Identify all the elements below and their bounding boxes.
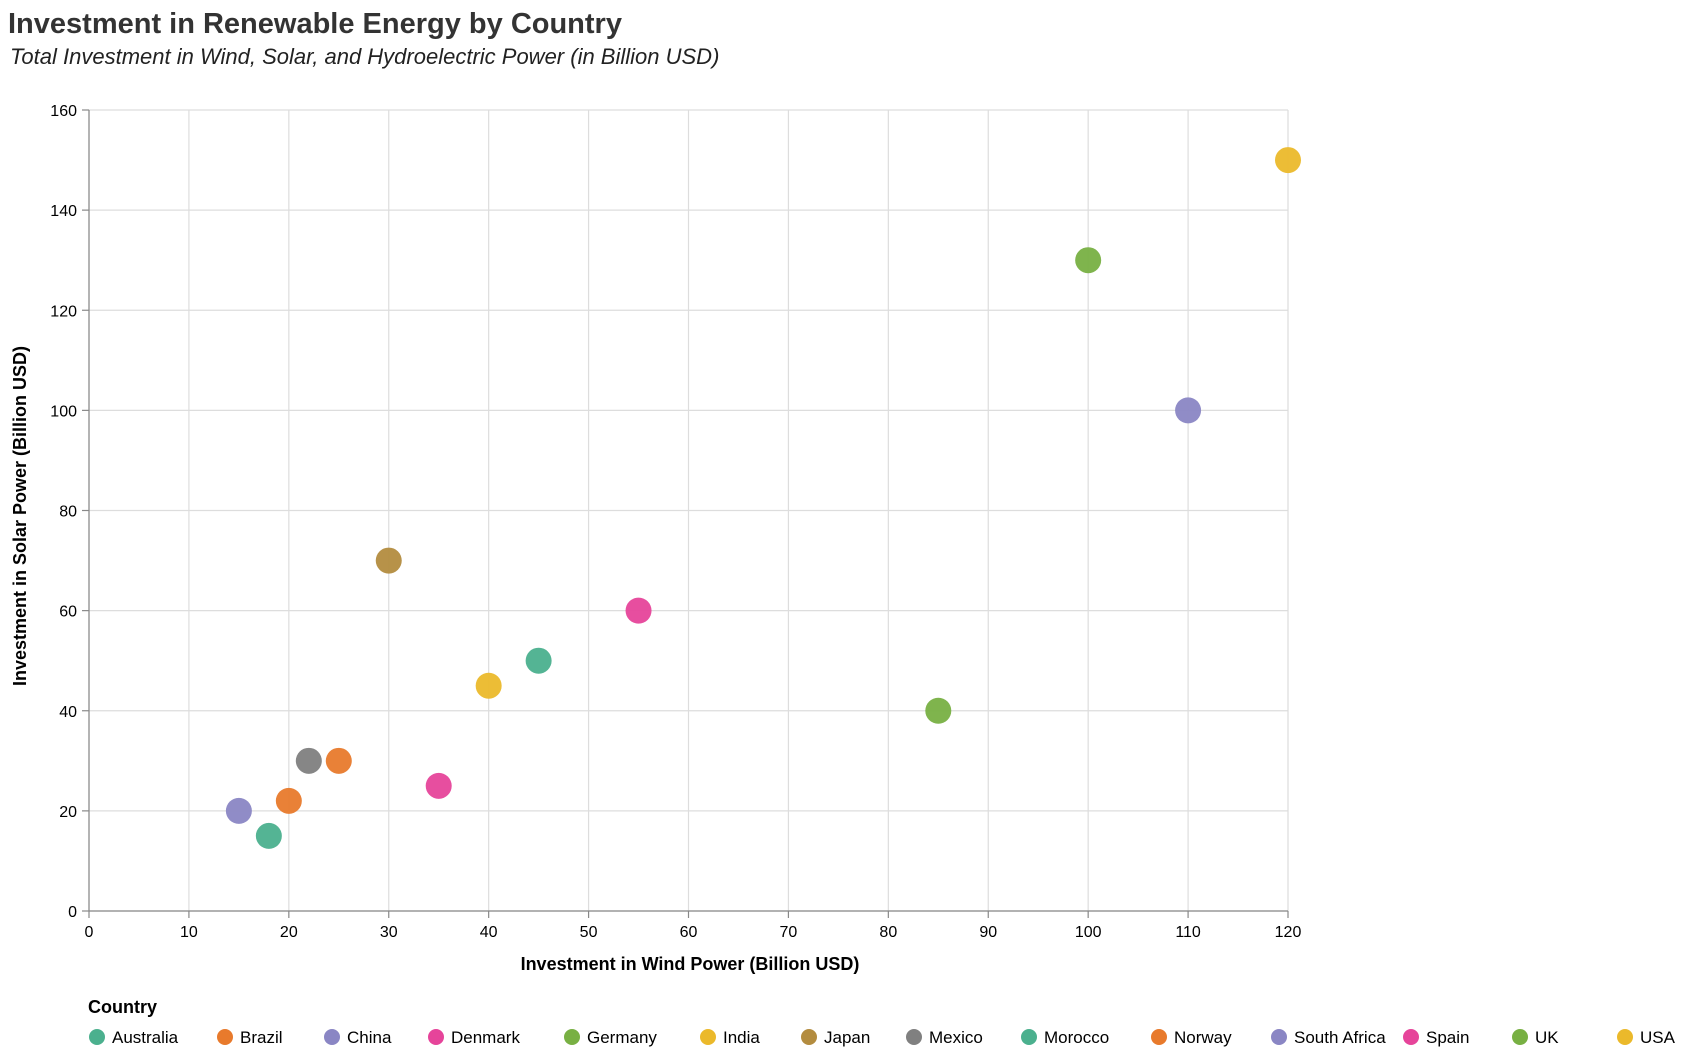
y-tick-label: 20 [59, 804, 77, 821]
legend-item-china: China [324, 1028, 392, 1047]
legend-label: Germany [587, 1028, 657, 1047]
data-point-germany[interactable]: Germany [1075, 247, 1102, 274]
y-tick-label: 40 [59, 704, 77, 721]
x-tick-label: 80 [879, 924, 897, 941]
x-tick-label: 20 [280, 924, 298, 941]
legend-swatch [89, 1029, 105, 1045]
legend-item-norway: Norway [1151, 1028, 1232, 1047]
x-tick-label: 10 [180, 924, 198, 941]
data-point-usa[interactable]: USA [1275, 147, 1301, 174]
legend-item-australia: Australia [89, 1028, 179, 1047]
data-point-uk[interactable]: UK [925, 697, 952, 724]
legend-label: Morocco [1044, 1028, 1109, 1047]
x-tick-label: 50 [580, 924, 598, 941]
data-point-china[interactable]: China [1175, 397, 1202, 424]
chart-subtitle: Total Investment in Wind, Solar, and Hyd… [10, 44, 719, 69]
chart-title: Investment in Renewable Energy by Countr… [8, 8, 622, 40]
x-axis-title: Investment in Wind Power (Billion USD) [521, 954, 860, 974]
legend-item-morocco: Morocco [1021, 1028, 1109, 1047]
data-point-morocco[interactable]: Morocco [255, 822, 282, 849]
legend-item-germany: Germany [564, 1028, 657, 1047]
grid [88, 109, 1289, 912]
legend-item-mexico: Mexico [906, 1028, 983, 1047]
x-tick-label: 120 [1275, 924, 1302, 941]
y-tick-label: 80 [59, 504, 77, 521]
legend-item-brazil: Brazil [217, 1028, 283, 1047]
legend-label: Brazil [240, 1028, 283, 1047]
x-tick-label: 100 [1075, 924, 1102, 941]
legend-item-usa: USA [1617, 1028, 1676, 1047]
legend-swatch [1512, 1029, 1528, 1045]
legend-item-india: India [700, 1028, 760, 1047]
legend-label: USA [1640, 1028, 1676, 1047]
legend-label: China [347, 1028, 392, 1047]
legend-title: Country [88, 997, 157, 1017]
legend-swatch [428, 1029, 444, 1045]
legend-label: Japan [824, 1028, 870, 1047]
y-tick-label: 140 [50, 203, 77, 220]
legend-label: India [723, 1028, 760, 1047]
data-point-mexico[interactable]: Mexico [295, 747, 322, 774]
legend-swatch [1403, 1029, 1419, 1045]
legend-item-uk: UK [1512, 1028, 1559, 1047]
x-tick-label: 60 [680, 924, 698, 941]
y-axis-title: Investment in Solar Power (Billion USD) [10, 346, 30, 686]
x-tick-label: 90 [979, 924, 997, 941]
legend-swatch [217, 1029, 233, 1045]
y-tick-label: 100 [50, 403, 77, 420]
legend-swatch [1021, 1029, 1037, 1045]
x-tick-label: 40 [480, 924, 498, 941]
legend-label: Denmark [451, 1028, 520, 1047]
data-points: USA Germany China UK Japan Spain Australia Indi… [225, 147, 1301, 849]
legend-label: UK [1535, 1028, 1559, 1047]
x-tick-label: 30 [380, 924, 398, 941]
x-tick-label: 110 [1175, 924, 1201, 941]
legend-label: Norway [1174, 1028, 1232, 1047]
x-tick-label: 0 [85, 924, 94, 941]
legend-swatch [1617, 1029, 1633, 1045]
axes: 0 10 20 30 40 50 60 70 80 90 100 110 120 0 20 40 60 80 100… [50, 103, 1301, 941]
data-point-denmark[interactable]: Denmark [425, 772, 452, 799]
legend-swatch [700, 1029, 716, 1045]
legend-item-south-africa: South Africa [1271, 1028, 1386, 1047]
data-point-spain[interactable]: Spain [625, 597, 652, 624]
y-tick-label: 160 [50, 103, 77, 120]
legend-item-denmark: Denmark [428, 1028, 520, 1047]
legend-label: Spain [1426, 1028, 1469, 1047]
legend-item-spain: Spain [1403, 1028, 1469, 1047]
legend-label: Mexico [929, 1028, 983, 1047]
y-tick-label: 0 [68, 904, 77, 921]
data-point-norway[interactable]: Norway [275, 787, 302, 814]
data-point-india[interactable]: India [475, 672, 502, 699]
legend-swatch [1271, 1029, 1287, 1045]
legend: Australia Brazil China Denmark Germany India J… [89, 1028, 1676, 1047]
legend-label: Australia [112, 1028, 179, 1047]
data-point-south-africa[interactable]: South Africa [225, 797, 252, 824]
legend-swatch [1151, 1029, 1167, 1045]
legend-label: South Africa [1294, 1028, 1386, 1047]
x-tick-label: 70 [780, 924, 798, 941]
data-point-japan[interactable]: Japan [375, 547, 402, 574]
legend-swatch [564, 1029, 580, 1045]
data-point-brazil[interactable]: Brazil [325, 747, 352, 774]
y-tick-label: 120 [50, 303, 77, 320]
legend-swatch [906, 1029, 922, 1045]
y-tick-label: 60 [59, 604, 77, 621]
legend-swatch [324, 1029, 340, 1045]
legend-swatch [801, 1029, 817, 1045]
data-point-australia[interactable]: Australia [525, 647, 552, 674]
legend-item-japan: Japan [801, 1028, 870, 1047]
